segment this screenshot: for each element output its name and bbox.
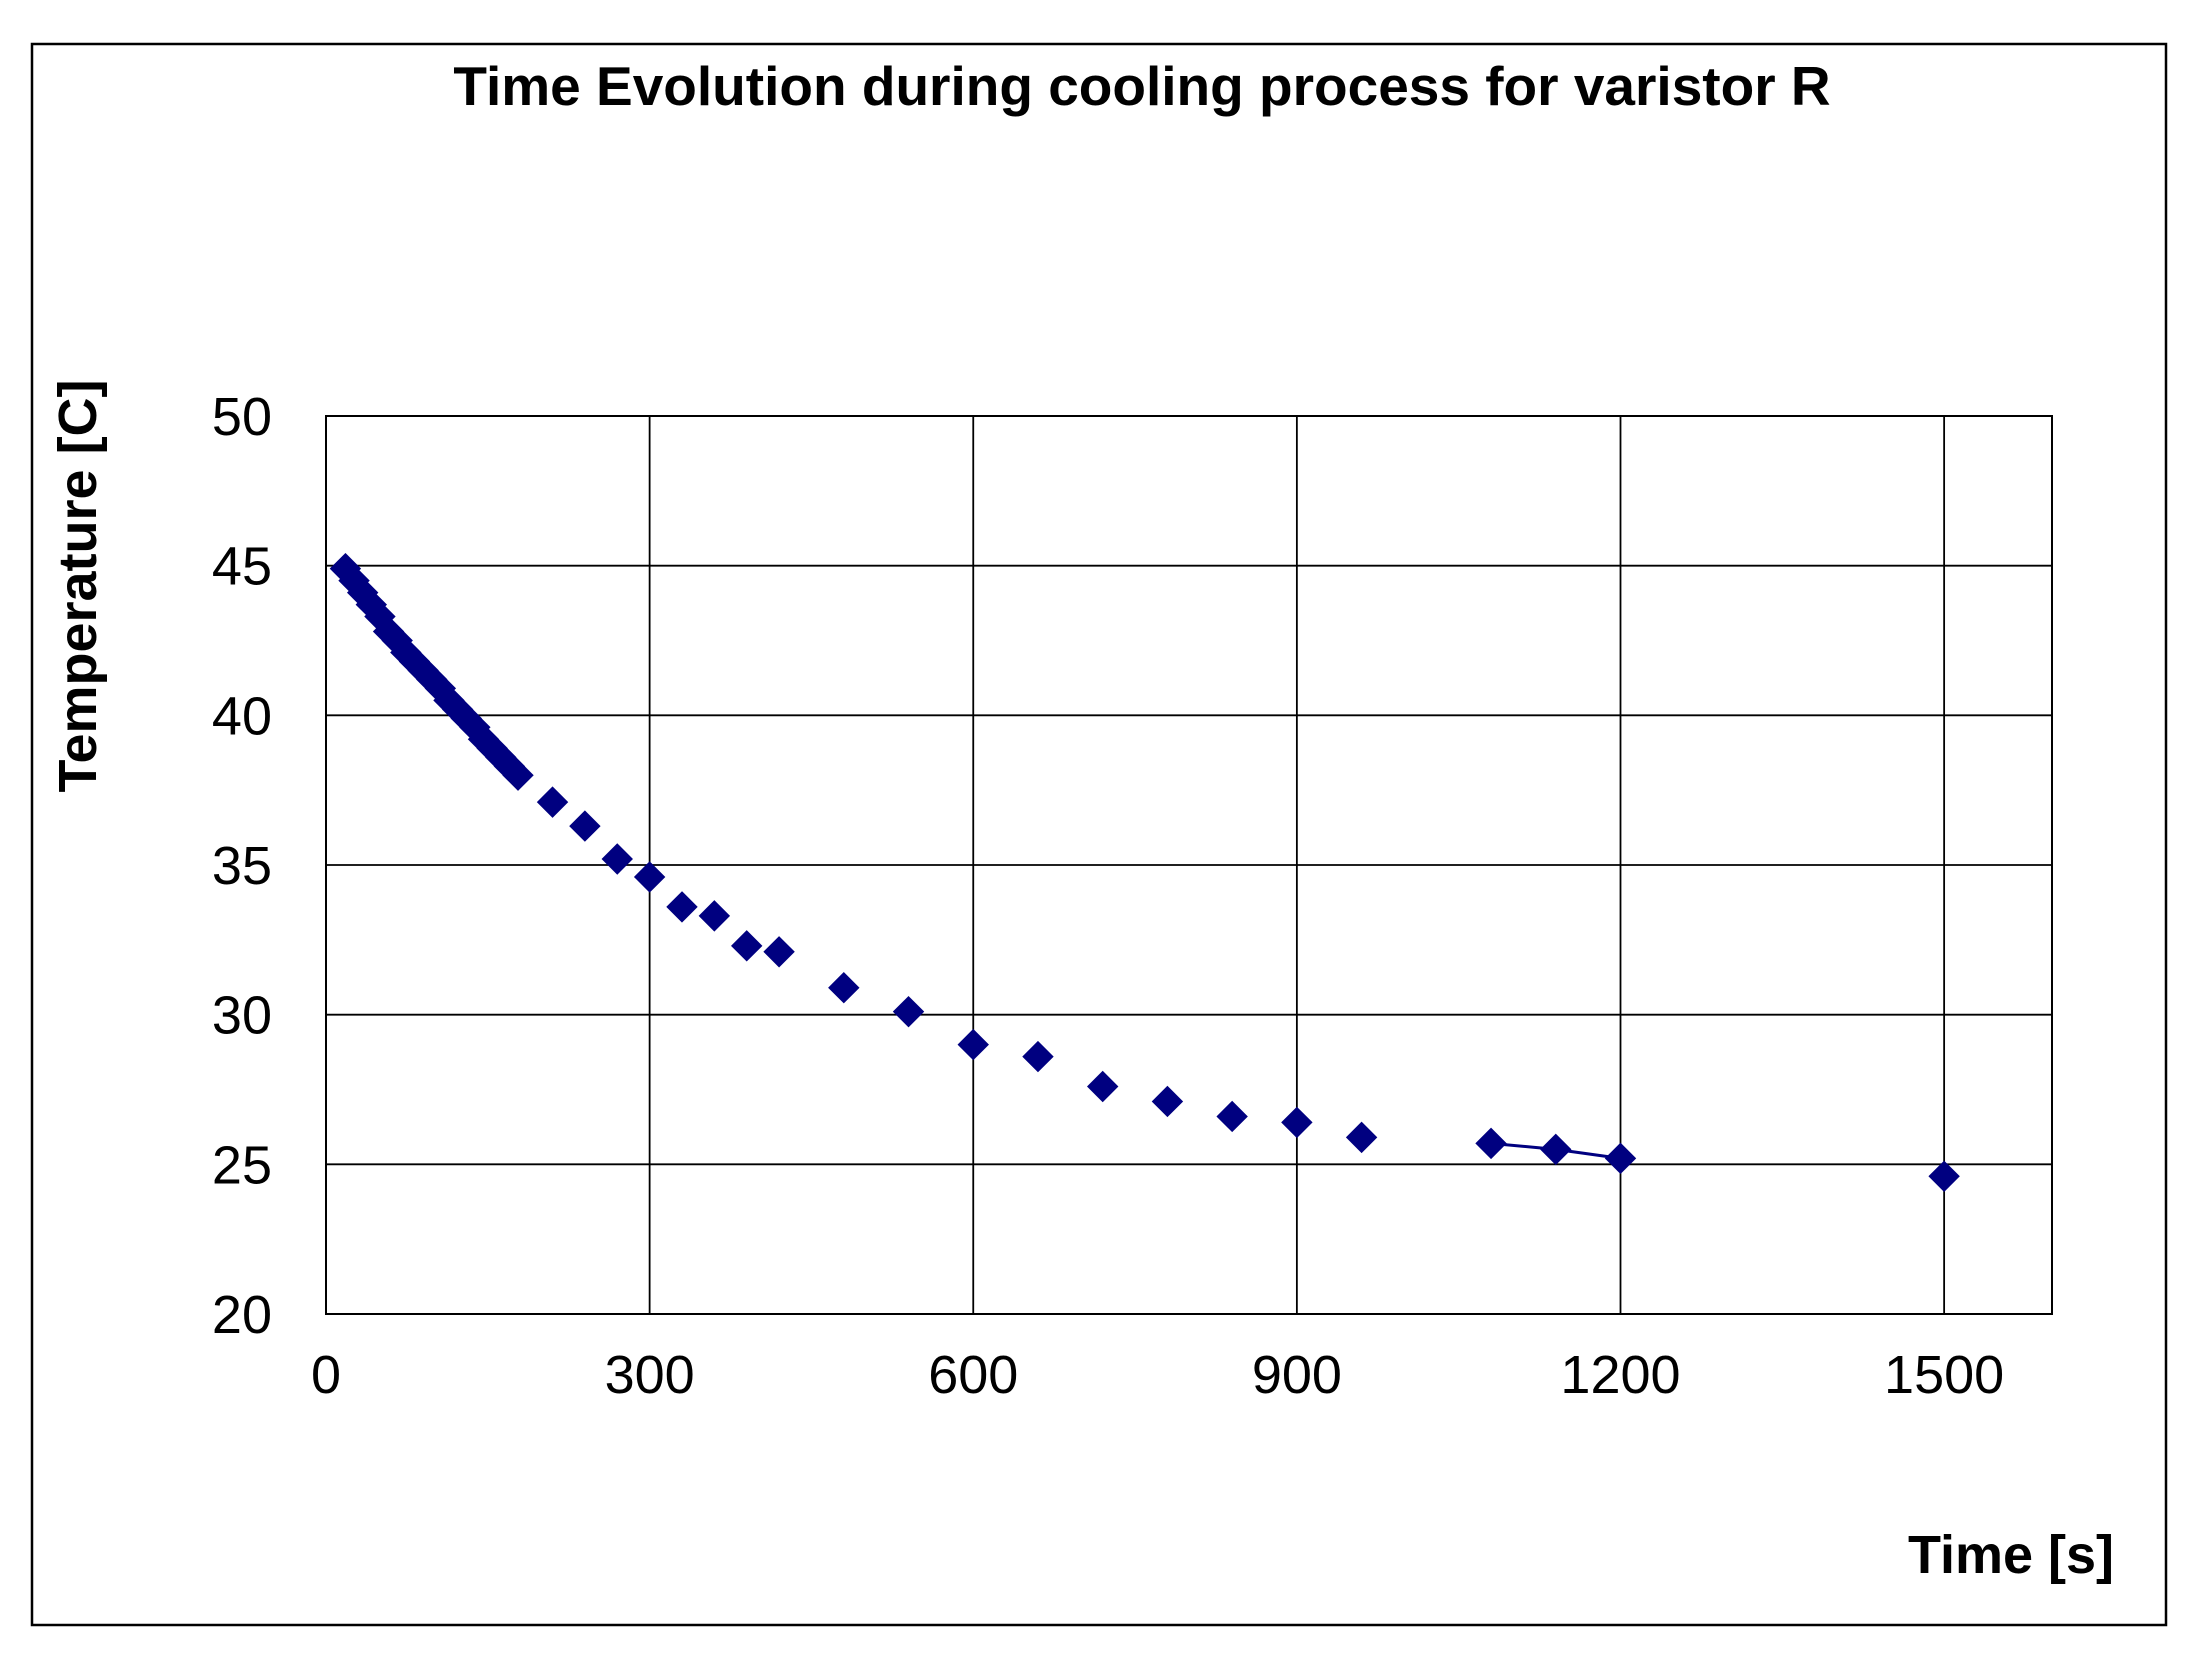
y-tick-label-20: 20 — [212, 1285, 272, 1345]
y-tick-label-45: 45 — [212, 537, 272, 597]
data-point-0-21 — [536, 786, 569, 818]
data-point-0-29 — [828, 972, 860, 1004]
y-tick-label-35: 35 — [212, 836, 272, 896]
data-point-0-39 — [1540, 1133, 1572, 1166]
y-tick-label-50: 50 — [212, 387, 272, 447]
y-axis-label: Temperature [C] — [48, 379, 108, 792]
x-axis-label: Time [s] — [1908, 1525, 2114, 1585]
data-point-0-23 — [601, 843, 633, 875]
data-point-0-25 — [666, 891, 698, 923]
y-tick-label-30: 30 — [212, 986, 272, 1046]
y-tick-label-40: 40 — [212, 686, 272, 746]
data-point-0-31 — [957, 1028, 989, 1061]
data-point-0-40 — [1604, 1142, 1637, 1175]
data-point-0-26 — [698, 900, 731, 932]
y-tick-label-25: 25 — [212, 1135, 272, 1195]
data-point-0-22 — [569, 810, 601, 842]
x-tick-label-1500: 1500 — [1884, 1345, 2004, 1405]
plot-border — [325, 415, 2053, 1315]
data-point-0-24 — [633, 861, 666, 893]
data-point-0-20 — [502, 759, 534, 791]
chart-title: Time Evolution during cooling process fo… — [453, 55, 1830, 117]
data-point-0-38 — [1475, 1127, 1507, 1160]
x-tick-label-600: 600 — [928, 1345, 1018, 1405]
data-point-0-41 — [1928, 1160, 1960, 1193]
data-point-0-33 — [1086, 1070, 1119, 1103]
x-tick-label-1200: 1200 — [1560, 1345, 1680, 1405]
x-tick-label-900: 900 — [1252, 1345, 1342, 1405]
data-point-0-28 — [763, 936, 795, 968]
data-point-0-35 — [1216, 1100, 1248, 1133]
data-point-0-30 — [892, 995, 925, 1028]
x-tick-label-0: 0 — [311, 1345, 341, 1405]
x-tick-label-300: 300 — [605, 1345, 695, 1405]
data-point-0-37 — [1345, 1121, 1378, 1154]
data-point-0-36 — [1281, 1106, 1313, 1139]
data-point-0-32 — [1022, 1040, 1054, 1073]
data-point-0-34 — [1151, 1085, 1184, 1118]
plot-area: 20 25 30 35 40 45 50 0 300 600 900 1200 1500 — [212, 387, 2053, 1405]
data-point-0-27 — [731, 930, 763, 962]
